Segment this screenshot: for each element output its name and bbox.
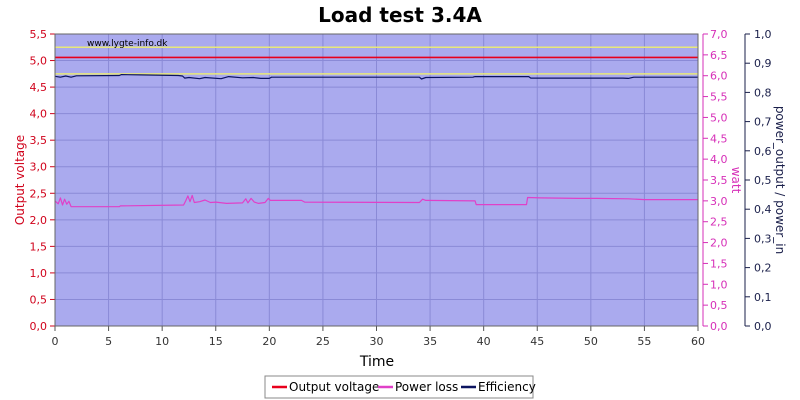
right2-tick-label: 0,1 bbox=[754, 291, 772, 304]
left-tick-label: 1,0 bbox=[30, 267, 48, 280]
right1-tick-label: 2,5 bbox=[710, 216, 728, 229]
left-tick-label: 2,0 bbox=[30, 214, 48, 227]
right1-tick-label: 7,0 bbox=[710, 28, 728, 41]
left-axis-label: Output voltage bbox=[13, 135, 27, 225]
left-tick-label: 5,5 bbox=[30, 28, 48, 41]
chart-title: Load test 3.4A bbox=[318, 3, 482, 27]
series-layer bbox=[54, 56, 698, 208]
right1-tick-label: 0,5 bbox=[710, 299, 728, 312]
right1-tick-label: 6,5 bbox=[710, 49, 728, 62]
right2-tick-label: 0,7 bbox=[754, 116, 772, 129]
left-tick-label: 5,0 bbox=[30, 55, 48, 68]
right2-tick-label: 0,6 bbox=[754, 145, 772, 158]
right1-tick-label: 3,5 bbox=[710, 174, 728, 187]
right2-tick-label: 1,0 bbox=[754, 28, 772, 41]
x-tick-label: 10 bbox=[155, 335, 169, 348]
x-tick-label: 55 bbox=[637, 335, 651, 348]
right1-tick-label: 4,0 bbox=[710, 153, 728, 166]
axes: 0 5 10 15 20 25 30 35 40 45 50 55 60 0,0 0,5 1,0 1,5 2,0 2… bbox=[30, 28, 772, 348]
legend-label-power-loss: Power loss bbox=[395, 380, 458, 394]
series-line-efficiency bbox=[54, 74, 698, 80]
left-tick-label: 3,5 bbox=[30, 134, 48, 147]
left-tick-label: 2,5 bbox=[30, 187, 48, 200]
right2-tick-label: 0,2 bbox=[754, 262, 772, 275]
reference-lines bbox=[55, 46, 698, 75]
right-axis-label-watt: watt bbox=[729, 167, 743, 194]
right2-tick-label: 0,4 bbox=[754, 203, 772, 216]
right1-tick-label: 1,0 bbox=[710, 278, 728, 291]
right1-tick-label: 6,0 bbox=[710, 70, 728, 83]
right1-tick-label: 3,0 bbox=[710, 195, 728, 208]
right1-tick-label: 0,0 bbox=[710, 320, 728, 333]
left-tick-label: 4,5 bbox=[30, 81, 48, 94]
plot-frame bbox=[54, 33, 699, 327]
right2-tick-label: 0,9 bbox=[754, 57, 772, 70]
right2-tick-label: 0,5 bbox=[754, 174, 772, 187]
right1-tick-label: 2,0 bbox=[710, 237, 728, 250]
x-tick-label: 45 bbox=[530, 335, 544, 348]
x-axis-label: Time bbox=[359, 354, 394, 370]
legend-box bbox=[264, 375, 534, 399]
x-tick-label: 20 bbox=[262, 335, 276, 348]
left-tick-label: 0,0 bbox=[30, 320, 48, 333]
left-tick-label: 1,5 bbox=[30, 240, 48, 253]
right1-tick-label: 4,5 bbox=[710, 132, 728, 145]
left-tick-label: 3,0 bbox=[30, 161, 48, 174]
right2-tick-label: 0,0 bbox=[754, 320, 772, 333]
x-tick-label: 5 bbox=[105, 335, 112, 348]
left-tick-label: 0,5 bbox=[30, 293, 48, 306]
right1-tick-label: 1,5 bbox=[710, 257, 728, 270]
x-tick-label: 15 bbox=[209, 335, 223, 348]
x-tick-label: 30 bbox=[370, 335, 384, 348]
left-tick-label: 4,0 bbox=[30, 108, 48, 121]
grid-lines bbox=[55, 34, 698, 326]
watermark-text: www.lygte-info.dk bbox=[87, 39, 168, 49]
x-tick-label: 35 bbox=[423, 335, 437, 348]
x-tick-label: 60 bbox=[691, 335, 705, 348]
legend-label-output-voltage: Output voltage bbox=[289, 380, 379, 394]
right2-tick-label: 0,8 bbox=[754, 86, 772, 99]
right1-tick-label: 5,0 bbox=[710, 111, 728, 124]
x-tick-label: 50 bbox=[584, 335, 598, 348]
legend-label-efficiency: Efficiency bbox=[478, 380, 536, 394]
legend: Output voltage Power loss Efficiency bbox=[264, 375, 536, 399]
x-tick-label: 0 bbox=[52, 335, 59, 348]
right-axis-label-ratio: power_output / power_in bbox=[773, 106, 787, 254]
x-tick-label: 25 bbox=[316, 335, 330, 348]
series-line-power-loss bbox=[54, 194, 698, 208]
right1-tick-label: 5,5 bbox=[710, 91, 728, 104]
x-tick-label: 40 bbox=[477, 335, 491, 348]
right2-tick-label: 0,3 bbox=[754, 232, 772, 245]
